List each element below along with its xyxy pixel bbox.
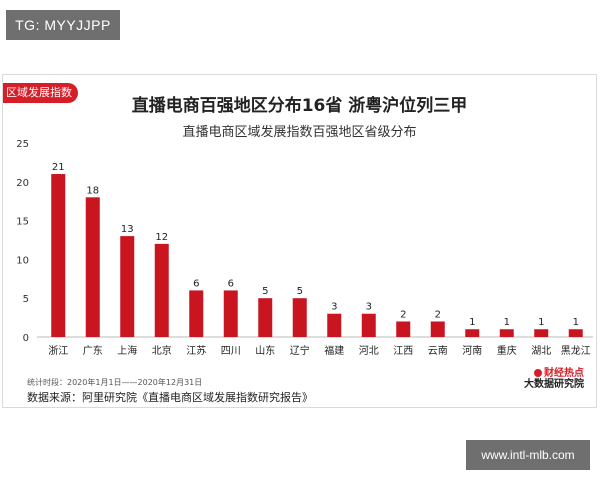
- y-tick-label: 0: [23, 333, 29, 344]
- x-tick-label: 湖北: [531, 345, 551, 357]
- bar: [292, 298, 307, 337]
- category-badge: 区域发展指数: [3, 83, 78, 103]
- bar: [258, 298, 273, 337]
- bar-value-label: 5: [297, 286, 303, 297]
- logo-top-text: 财经热点: [544, 368, 584, 379]
- bar: [223, 290, 238, 337]
- x-tick-label: 江西: [393, 345, 413, 357]
- chart-subtitle: 直播电商区域发展指数百强地区省级分布: [182, 125, 417, 140]
- bar-value-label: 1: [538, 317, 544, 328]
- logo-top: 财经热点: [534, 364, 584, 379]
- bar-value-label: 1: [573, 317, 579, 328]
- bar: [51, 174, 66, 337]
- x-tick-label: 重庆: [497, 344, 517, 357]
- x-tick-label: 浙江: [48, 345, 68, 357]
- footer-url: www.intl-mlb.com: [466, 440, 590, 470]
- bar: [85, 197, 100, 337]
- bar-value-label: 1: [504, 317, 510, 328]
- bar-value-label: 18: [86, 185, 99, 196]
- bar: [430, 321, 445, 337]
- x-tick-label: 上海: [117, 344, 137, 357]
- bar-value-label: 2: [435, 309, 441, 320]
- bar-value-label: 5: [262, 286, 268, 297]
- y-tick-label: 25: [16, 139, 29, 150]
- bar-value-label: 2: [400, 309, 406, 320]
- y-tick-label: 20: [16, 178, 29, 189]
- bar: [120, 236, 135, 337]
- logo-bottom: 大数据研究院: [524, 379, 584, 390]
- x-tick-label: 广东: [83, 344, 103, 357]
- bar-value-label: 6: [193, 278, 199, 289]
- bar: [189, 290, 204, 337]
- bar-value-label: 13: [121, 224, 134, 235]
- x-tick-label: 北京: [152, 344, 172, 357]
- source-time: 统计时段：2020年1月1日——2020年12月31日: [27, 378, 203, 387]
- x-tick-label: 云南: [428, 344, 448, 357]
- bar: [154, 243, 169, 337]
- bar-value-label: 3: [331, 302, 337, 313]
- bar-value-label: 12: [155, 232, 168, 243]
- chart-title: 直播电商百强地区分布16省 浙粤沪位列三甲: [131, 96, 468, 116]
- chart-card: 区域发展指数 直播电商百强地区分布16省 浙粤沪位列三甲 直播电商区域发展指数百…: [2, 74, 597, 408]
- bar: [361, 313, 376, 337]
- bar: [534, 329, 549, 337]
- top-tag: TG: MYYJJPP: [6, 10, 120, 40]
- bar-chart: 051015202521浙江18广东13上海12北京6江苏6四川5山东5辽宁3福…: [16, 139, 593, 357]
- bar-value-label: 1: [469, 317, 475, 328]
- y-tick-label: 5: [23, 294, 29, 305]
- x-tick-label: 辽宁: [290, 344, 310, 357]
- bar-value-label: 6: [228, 278, 234, 289]
- bar: [327, 313, 342, 337]
- y-tick-label: 15: [16, 217, 29, 228]
- bar: [396, 321, 411, 337]
- x-tick-label: 山东: [255, 344, 275, 357]
- x-tick-label: 福建: [324, 344, 344, 357]
- bar-value-label: 21: [52, 162, 65, 173]
- bar-value-label: 3: [366, 302, 372, 313]
- logo-dot-icon: [534, 369, 542, 377]
- bar: [568, 329, 583, 337]
- bar: [499, 329, 514, 337]
- source-text: 数据来源：阿里研究院《直播电商区域发展指数研究报告》: [27, 391, 313, 404]
- bar: [465, 329, 480, 337]
- x-tick-label: 江苏: [186, 344, 206, 357]
- y-tick-label: 10: [16, 255, 29, 266]
- x-tick-label: 黑龙江: [561, 344, 591, 357]
- x-tick-label: 河北: [359, 345, 379, 357]
- x-tick-label: 河南: [462, 344, 482, 357]
- x-tick-label: 四川: [221, 346, 241, 357]
